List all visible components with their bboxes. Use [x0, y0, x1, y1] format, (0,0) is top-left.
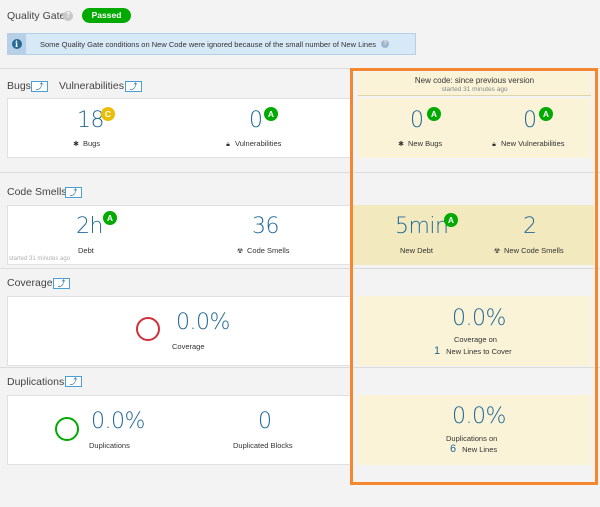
- section-title-bugs: Bugs: [7, 80, 31, 92]
- debt-label: Debt: [78, 246, 94, 255]
- duplications-ring-icon: [55, 417, 79, 441]
- duplicated-blocks-value[interactable]: 0: [258, 409, 272, 434]
- coverage-label: Coverage: [172, 342, 205, 351]
- info-icon: i: [11, 39, 22, 49]
- vulnerabilities-rating-badge[interactable]: A: [264, 107, 278, 121]
- new-bugs-label: ✱ New Bugs: [398, 139, 443, 148]
- bugs-value[interactable]: 18: [77, 108, 105, 133]
- code-smell-icon: ☢: [493, 248, 501, 255]
- code-smell-icon: ☢: [236, 248, 244, 255]
- code-smells-card: [7, 205, 351, 265]
- section-title-coverage: Coverage: [7, 277, 53, 289]
- coverage-ring-icon: [136, 317, 160, 341]
- bugs-label: ✱ Bugs: [73, 139, 101, 148]
- divider: [0, 367, 600, 368]
- divider: [0, 268, 600, 269]
- new-coverage-label: Coverage on: [454, 335, 497, 344]
- lock-icon: 🔒︎: [226, 141, 230, 148]
- new-vulnerabilities-label: 🔒︎ New Vulnerabilities: [490, 139, 564, 149]
- new-vulnerabilities-value[interactable]: 0: [523, 108, 537, 133]
- new-code-header: New code: since previous version started…: [358, 72, 591, 96]
- duplicated-blocks-label: Duplicated Blocks: [233, 441, 293, 450]
- new-code-smells-card: [352, 205, 594, 265]
- started-timestamp: started 31 minutes ago: [9, 256, 71, 262]
- bugs-rating-badge[interactable]: C: [101, 107, 115, 121]
- new-code-title: New code: since previous version: [414, 76, 535, 85]
- new-debt-value[interactable]: 5min: [395, 214, 449, 239]
- vulnerabilities-label: 🔒︎ Vulnerabilities: [224, 139, 281, 149]
- new-code-subtitle: started 31 minutes ago: [441, 86, 508, 93]
- coverage-card: [7, 296, 351, 366]
- section-title-vulnerabilities: Vulnerabilities: [59, 80, 124, 92]
- link-icon[interactable]: ⤴: [65, 187, 82, 198]
- new-bugs-vulns-card: [358, 98, 591, 158]
- new-duplications-card: [358, 395, 591, 465]
- section-title-duplications: Duplications: [7, 376, 65, 388]
- new-lines[interactable]: 6 New Lines: [450, 443, 498, 455]
- bugs-vulns-card: [7, 98, 351, 158]
- new-coverage-value[interactable]: 0.0%: [452, 306, 506, 331]
- divider: [0, 172, 600, 173]
- code-smells-value[interactable]: 36: [252, 214, 280, 239]
- link-icon[interactable]: ⤴: [31, 81, 48, 92]
- new-lines-to-cover-value[interactable]: 1: [434, 345, 441, 357]
- new-lines-to-cover[interactable]: 1 New Lines to Cover: [434, 345, 512, 357]
- lock-icon: 🔒︎: [492, 141, 496, 148]
- new-debt-rating-badge[interactable]: A: [444, 213, 458, 227]
- bug-icon: ✱: [398, 141, 404, 148]
- new-lines-value[interactable]: 6: [450, 443, 457, 455]
- new-duplications-label: Duplications on: [446, 434, 498, 443]
- new-vulnerabilities-rating-badge[interactable]: A: [539, 107, 553, 121]
- duplications-value[interactable]: 0.0%: [91, 409, 145, 434]
- bug-icon: ✱: [73, 141, 79, 148]
- duplications-card: [7, 395, 351, 465]
- new-code-smells-value[interactable]: 2: [523, 214, 537, 239]
- new-debt-label: New Debt: [400, 246, 433, 255]
- help-icon[interactable]: ?: [63, 11, 73, 21]
- link-icon[interactable]: ⤴: [53, 278, 70, 289]
- quality-gate-title: Quality Gate: [7, 10, 66, 22]
- new-bugs-value[interactable]: 0: [410, 108, 424, 133]
- new-code-highlight-frame: [350, 68, 598, 485]
- new-duplications-value[interactable]: 0.0%: [452, 404, 506, 429]
- debt-value[interactable]: 2h: [76, 214, 103, 239]
- new-bugs-rating-badge[interactable]: A: [427, 107, 441, 121]
- debt-rating-badge[interactable]: A: [103, 211, 117, 225]
- vulnerabilities-value[interactable]: 0: [249, 108, 263, 133]
- info-banner-text: Some Quality Gate conditions on New Code…: [40, 39, 377, 49]
- duplications-label: Duplications: [89, 441, 130, 450]
- quality-gate-status-badge: Passed: [82, 8, 131, 23]
- new-coverage-card: [358, 296, 591, 366]
- divider: [0, 68, 600, 69]
- link-icon[interactable]: ⤴: [125, 81, 142, 92]
- new-code-smells-label: ☢ New Code Smells: [493, 246, 564, 255]
- code-smells-label: ☢ Code Smells: [236, 246, 290, 255]
- link-icon[interactable]: ⤴: [65, 376, 82, 387]
- help-icon[interactable]: ?: [381, 40, 390, 48]
- info-banner: i Some Quality Gate conditions on New Co…: [7, 33, 416, 55]
- coverage-value[interactable]: 0.0%: [176, 310, 230, 335]
- section-title-code-smells: Code Smells: [7, 186, 67, 198]
